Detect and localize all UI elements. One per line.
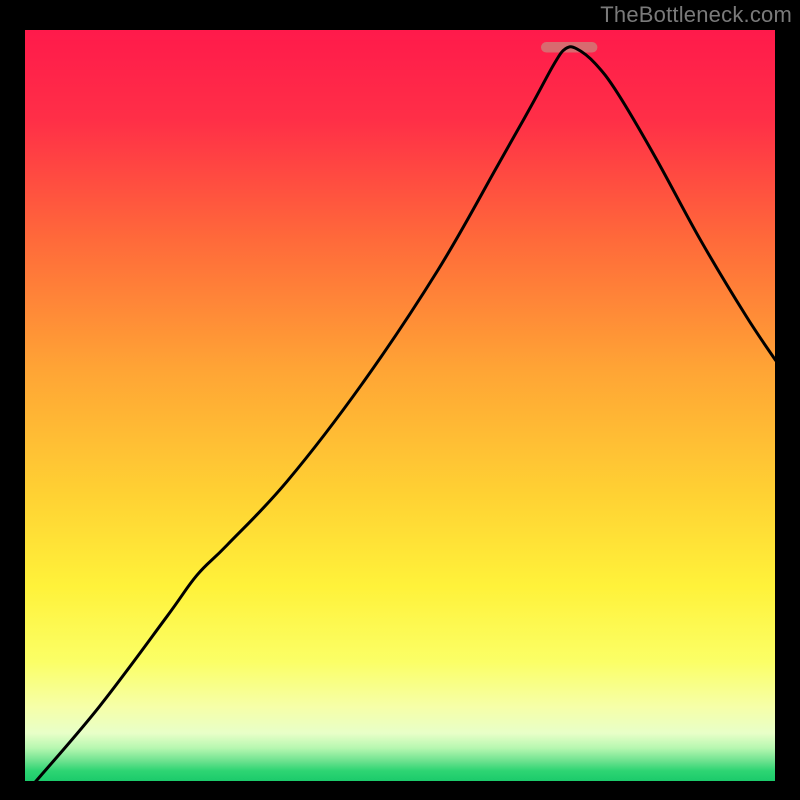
bottleneck-chart xyxy=(0,0,800,800)
watermark-text: TheBottleneck.com xyxy=(600,2,792,28)
plot-background xyxy=(24,30,776,782)
chart-stage: TheBottleneck.com xyxy=(0,0,800,800)
